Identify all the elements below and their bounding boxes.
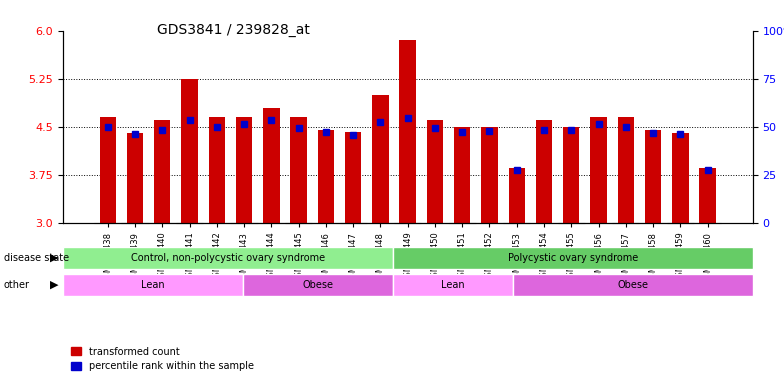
Bar — [209, 117, 225, 223]
Text: Control, non-polycystic ovary syndrome: Control, non-polycystic ovary syndrome — [131, 253, 325, 263]
Legend: transformed count, percentile rank within the sample: transformed count, percentile rank withi… — [67, 343, 258, 375]
Bar — [400, 40, 416, 223]
FancyBboxPatch shape — [243, 274, 393, 296]
Text: ▶: ▶ — [50, 253, 59, 263]
Bar — [590, 117, 607, 223]
Text: Lean: Lean — [141, 280, 165, 290]
Bar — [290, 117, 307, 223]
Text: GDS3841 / 239828_at: GDS3841 / 239828_at — [157, 23, 310, 37]
FancyBboxPatch shape — [63, 274, 243, 296]
Bar — [236, 117, 252, 223]
Text: Obese: Obese — [302, 280, 333, 290]
Text: Polycystic ovary syndrome: Polycystic ovary syndrome — [507, 253, 638, 263]
Bar — [618, 117, 634, 223]
Bar — [672, 133, 688, 223]
Bar — [345, 132, 361, 223]
Text: Obese: Obese — [617, 280, 648, 290]
Text: Lean: Lean — [441, 280, 464, 290]
Bar — [645, 130, 661, 223]
FancyBboxPatch shape — [513, 274, 753, 296]
Bar — [100, 117, 116, 223]
Bar — [563, 127, 579, 223]
Bar — [481, 127, 498, 223]
Text: disease state: disease state — [4, 253, 69, 263]
Bar — [154, 120, 170, 223]
Bar — [318, 130, 334, 223]
Bar — [372, 95, 389, 223]
Text: other: other — [4, 280, 30, 290]
FancyBboxPatch shape — [393, 274, 513, 296]
Bar — [181, 79, 198, 223]
FancyBboxPatch shape — [393, 247, 753, 270]
Bar — [509, 168, 525, 223]
Text: ▶: ▶ — [50, 280, 59, 290]
Bar — [263, 108, 280, 223]
Bar — [454, 127, 470, 223]
Bar — [127, 133, 143, 223]
FancyBboxPatch shape — [63, 247, 393, 270]
Bar — [535, 120, 552, 223]
Bar — [426, 120, 443, 223]
Bar — [699, 168, 716, 223]
